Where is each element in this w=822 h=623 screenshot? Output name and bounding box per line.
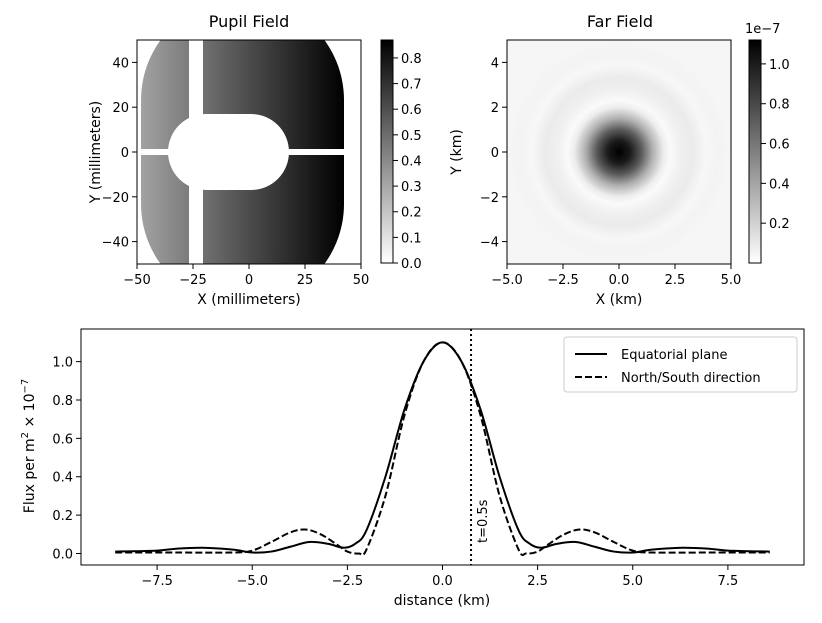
profile-x-label: distance (km) [394, 593, 490, 609]
pupil-x-tick-label: 0 [245, 273, 253, 288]
far-colorbar-offset-text: 1e−7 [745, 22, 780, 37]
far-colorbar-tick-label: 0.4 [769, 177, 790, 192]
pupil-y-tick-label: 40 [112, 56, 129, 71]
pupil-y-tick-label: −20 [102, 191, 129, 206]
profile-y-label-mid: × 10 [22, 394, 38, 432]
far-colorbar-tick-label: 0.2 [769, 217, 790, 232]
pupil-x-tick-label: 50 [353, 273, 370, 288]
profile-y-tick-label: 0.4 [52, 471, 73, 486]
profile-y-label: Flux per m2 × 10−7 [20, 379, 38, 513]
profile-x-tick-label: 5.0 [622, 574, 643, 589]
pupil-colorbar-tick-label: 0.6 [401, 103, 422, 118]
pupil-colorbar-tick-label: 0.7 [401, 78, 422, 93]
far-y-tick-label: 4 [491, 56, 499, 71]
profile-x-ticks: −7.5 −5.0 −2.5 0.0 2.5 5.0 7.5 [141, 565, 738, 589]
pupil-colorbar-tick-label: 0.8 [401, 52, 422, 67]
pupil-field-y-ticks: −40 −20 0 20 40 [102, 56, 137, 251]
profile-y-ticks: 0.0 0.2 0.4 0.6 0.8 1.0 [52, 356, 81, 562]
pupil-colorbar-tick-label: 0.1 [401, 231, 422, 246]
profile-x-tick-label: −5.0 [236, 574, 268, 589]
far-x-tick-label: 0.0 [609, 273, 630, 288]
far-y-tick-label: −2 [480, 191, 499, 206]
profile-x-tick-label: 0.0 [432, 574, 453, 589]
pupil-colorbar-tick-label: 0.0 [401, 257, 422, 272]
pupil-field-y-label: Y (millimeters) [88, 101, 104, 205]
far-colorbar-tick-label: 1.0 [769, 58, 790, 73]
pupil-field-image [137, 40, 361, 264]
pupil-colorbar-tick-label: 0.3 [401, 180, 422, 195]
profile-y-tick-label: 0.6 [52, 432, 73, 447]
legend-box [563, 336, 798, 393]
profile-series: t=0.5s [115, 329, 770, 565]
profile-y-label-main: Flux per m [22, 438, 38, 513]
legend-northsouth-label: North/South direction [621, 371, 761, 386]
far-y-tick-label: −4 [480, 236, 499, 251]
far-colorbar-ticks: 0.2 0.4 0.6 0.8 1.0 [761, 58, 790, 232]
pupil-x-tick-label: −50 [123, 273, 150, 288]
pupil-y-tick-label: −40 [102, 236, 129, 251]
far-field-y-label: Y (km) [449, 129, 465, 176]
north-south-line [115, 341, 770, 557]
far-y-tick-label: 2 [491, 101, 499, 116]
profile-y-label-exp2: −7 [20, 379, 31, 394]
profile-x-tick-label: 2.5 [527, 574, 548, 589]
pupil-colorbar-tick-label: 0.5 [401, 129, 422, 144]
profile-y-label-exp1: 2 [20, 432, 31, 438]
profile-x-tick-label: 7.5 [718, 574, 739, 589]
far-x-tick-label: −2.5 [547, 273, 579, 288]
vertical-spider-vane [189, 40, 203, 264]
far-field-y-ticks: −4 −2 0 2 4 [480, 56, 507, 251]
far-field-image [507, 40, 731, 264]
profile-x-tick-label: −2.5 [332, 574, 364, 589]
far-y-tick-label: 0 [491, 146, 499, 161]
profile-panel: −7.5 −5.0 −2.5 0.0 2.5 5.0 7.5 0.0 0.2 0.4 0.6 0.8… [20, 328, 805, 609]
pupil-field-title: Pupil Field [209, 12, 290, 31]
legend-equatorial-label: Equatorial plane [621, 348, 727, 363]
pupil-x-tick-label: −25 [179, 273, 206, 288]
pupil-y-tick-label: 0 [121, 146, 129, 161]
profile-y-tick-label: 1.0 [52, 356, 73, 371]
pupil-colorbar-tick-label: 0.4 [401, 154, 422, 169]
far-x-tick-label: −5.0 [491, 273, 523, 288]
profile-x-tick-label: −7.5 [141, 574, 173, 589]
profile-y-tick-label: 0.2 [52, 509, 73, 524]
pupil-field-x-ticks: −50 −25 0 25 50 [123, 264, 369, 288]
far-field-x-ticks: −5.0 −2.5 0.0 2.5 5.0 [491, 264, 741, 288]
far-field-x-label: X (km) [596, 292, 643, 308]
pupil-colorbar [380, 39, 394, 264]
profile-y-tick-label: 0.0 [52, 547, 73, 562]
pupil-field-x-label: X (millimeters) [197, 292, 301, 308]
far-colorbar-tick-label: 0.6 [769, 138, 790, 153]
far-x-tick-label: 5.0 [721, 273, 742, 288]
far-colorbar [748, 39, 762, 264]
far-field-panel: Far Field −5.0 −2.5 0.0 2.5 5.0 −4 −2 0 2 4 X (k… [449, 12, 790, 308]
pupil-field-panel: Pupil Field −50 −25 0 25 50 −40 −20 0 20 40 X (m… [88, 12, 422, 308]
pupil-y-tick-label: 20 [112, 101, 129, 116]
far-colorbar-tick-label: 0.8 [769, 98, 790, 113]
far-x-tick-label: 2.5 [665, 273, 686, 288]
profile-legend: Equatorial plane North/South direction [563, 336, 798, 393]
horizontal-spider-vane [137, 149, 361, 155]
far-field-title: Far Field [587, 12, 653, 31]
pupil-colorbar-tick-label: 0.2 [401, 206, 422, 221]
profile-y-tick-label: 0.8 [52, 394, 73, 409]
pupil-colorbar-ticks: 0.0 0.1 0.2 0.3 0.4 0.5 0.6 0.7 0.8 [393, 52, 422, 272]
time-marker-label: t=0.5s [476, 499, 491, 543]
pupil-x-tick-label: 25 [297, 273, 314, 288]
